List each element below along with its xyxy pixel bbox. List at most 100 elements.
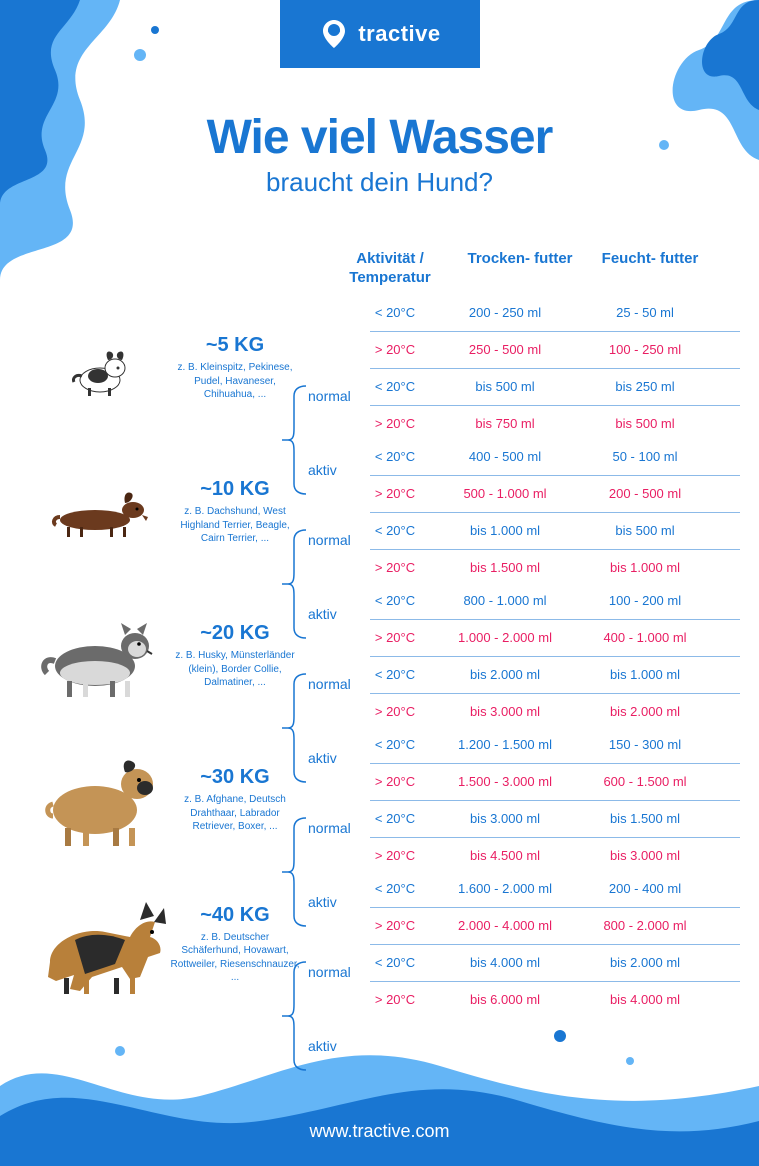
dry-cell: 400 - 500 ml (430, 449, 580, 464)
data-row: < 20°Cbis 2.000 mlbis 1.000 ml (360, 657, 750, 693)
wet-cell: 400 - 1.000 ml (580, 630, 710, 645)
wet-cell: 100 - 200 ml (580, 593, 710, 608)
data-row: > 20°C250 - 500 ml100 - 250 ml (360, 332, 750, 368)
bracket-icon (280, 522, 308, 646)
dry-cell: 1.500 - 3.000 ml (430, 774, 580, 789)
dog-illustration (30, 338, 170, 398)
wet-cell: 150 - 300 ml (580, 737, 710, 752)
data-row: > 20°Cbis 1.500 mlbis 1.000 ml (360, 550, 750, 586)
wet-cell: bis 1.000 ml (580, 560, 710, 575)
weight-group: ~5 KGz. B. Kleinspitz, Pekinese, Pudel, … (0, 296, 759, 440)
data-row: < 20°C200 - 250 ml25 - 50 ml (360, 295, 750, 331)
activity-active: aktiv (308, 1038, 337, 1054)
bracket-icon (280, 378, 308, 502)
data-row: > 20°C2.000 - 4.000 ml800 - 2.000 ml (360, 908, 750, 944)
bracket-icon (280, 666, 308, 790)
activity-normal: normal (308, 964, 351, 980)
weight-value: ~5 KG (170, 334, 300, 357)
weight-groups: ~5 KGz. B. Kleinspitz, Pekinese, Pudel, … (0, 296, 759, 1016)
wet-cell: bis 4.000 ml (580, 992, 710, 1007)
temp-cell: > 20°C (360, 342, 430, 357)
temp-cell: > 20°C (360, 774, 430, 789)
col-activity: Aktivität / Temperatur (330, 250, 450, 288)
dry-cell: 250 - 500 ml (430, 342, 580, 357)
row-divider (370, 331, 740, 332)
data-row: < 20°Cbis 4.000 mlbis 2.000 ml (360, 945, 750, 981)
row-divider (370, 368, 740, 369)
temp-cell: < 20°C (360, 523, 430, 538)
wet-cell: 25 - 50 ml (580, 305, 710, 320)
data-column: < 20°C800 - 1.000 ml100 - 200 ml> 20°C1.… (360, 583, 750, 730)
page-title: Wie viel Wasser (0, 110, 759, 165)
data-row: < 20°C1.200 - 1.500 ml150 - 300 ml (360, 727, 750, 763)
data-row: < 20°C400 - 500 ml50 - 100 ml (360, 439, 750, 475)
weight-group: ~30 KGz. B. Afghane, Deutsch Drahthaar, … (0, 728, 759, 872)
row-divider (370, 944, 740, 945)
wet-cell: bis 500 ml (580, 523, 710, 538)
bracket-icon (280, 810, 308, 934)
data-row: > 20°C1.500 - 3.000 ml600 - 1.500 ml (360, 764, 750, 800)
data-row: > 20°C500 - 1.000 ml200 - 500 ml (360, 476, 750, 512)
dry-cell: bis 6.000 ml (430, 992, 580, 1007)
activity-normal: normal (308, 820, 351, 836)
activity-active: aktiv (308, 894, 337, 910)
dry-cell: 2.000 - 4.000 ml (430, 918, 580, 933)
wet-cell: 200 - 500 ml (580, 486, 710, 501)
wet-cell: bis 250 ml (580, 379, 710, 394)
row-divider (370, 907, 740, 908)
brand-name: tractive (358, 21, 440, 47)
row-divider (370, 693, 740, 694)
weight-group: ~40 KGz. B. Deutscher Schäferhund, Hovaw… (0, 872, 759, 1016)
activity-normal: normal (308, 676, 351, 692)
temp-cell: < 20°C (360, 881, 430, 896)
dry-cell: 800 - 1.000 ml (430, 593, 580, 608)
dry-cell: bis 750 ml (430, 416, 580, 431)
wet-cell: bis 500 ml (580, 416, 710, 431)
dry-cell: 1.000 - 2.000 ml (430, 630, 580, 645)
dry-cell: bis 500 ml (430, 379, 580, 394)
row-divider (370, 549, 740, 550)
activity-active: aktiv (308, 750, 337, 766)
activity-active: aktiv (308, 606, 337, 622)
row-divider (370, 619, 740, 620)
temp-cell: < 20°C (360, 667, 430, 682)
temp-cell: > 20°C (360, 992, 430, 1007)
temp-cell: > 20°C (360, 416, 430, 431)
dog-illustration (30, 485, 170, 540)
wet-cell: 50 - 100 ml (580, 449, 710, 464)
footer-url: www.tractive.com (0, 1121, 759, 1142)
wet-cell: bis 3.000 ml (580, 848, 710, 863)
dry-cell: 200 - 250 ml (430, 305, 580, 320)
temp-cell: < 20°C (360, 955, 430, 970)
temp-cell: < 20°C (360, 305, 430, 320)
wet-cell: 100 - 250 ml (580, 342, 710, 357)
wet-cell: 600 - 1.500 ml (580, 774, 710, 789)
temp-cell: < 20°C (360, 449, 430, 464)
wet-cell: 200 - 400 ml (580, 881, 710, 896)
wet-cell: 800 - 2.000 ml (580, 918, 710, 933)
data-column: < 20°C200 - 250 ml25 - 50 ml> 20°C250 - … (360, 295, 750, 442)
wave-bottom (0, 1006, 759, 1166)
dry-cell: bis 1.500 ml (430, 560, 580, 575)
dry-cell: bis 3.000 ml (430, 704, 580, 719)
dry-cell: 500 - 1.000 ml (430, 486, 580, 501)
activity-normal: normal (308, 532, 351, 548)
activity-normal: normal (308, 388, 351, 404)
row-divider (370, 405, 740, 406)
col-dry: Trocken- futter (450, 250, 590, 288)
temp-cell: > 20°C (360, 486, 430, 501)
dry-cell: bis 1.000 ml (430, 523, 580, 538)
temp-cell: < 20°C (360, 593, 430, 608)
bracket-icon (280, 954, 308, 1078)
temp-cell: > 20°C (360, 560, 430, 575)
data-column: < 20°C1.200 - 1.500 ml150 - 300 ml> 20°C… (360, 727, 750, 874)
temp-cell: > 20°C (360, 704, 430, 719)
title-block: Wie viel Wasser braucht dein Hund? (0, 110, 759, 198)
dry-cell: bis 2.000 ml (430, 667, 580, 682)
brand-header: tractive (280, 0, 480, 68)
activity-active: aktiv (308, 462, 337, 478)
data-row: > 20°Cbis 6.000 mlbis 4.000 ml (360, 982, 750, 1018)
data-row: > 20°Cbis 750 mlbis 500 ml (360, 406, 750, 442)
dry-cell: 1.200 - 1.500 ml (430, 737, 580, 752)
dry-cell: 1.600 - 2.000 ml (430, 881, 580, 896)
